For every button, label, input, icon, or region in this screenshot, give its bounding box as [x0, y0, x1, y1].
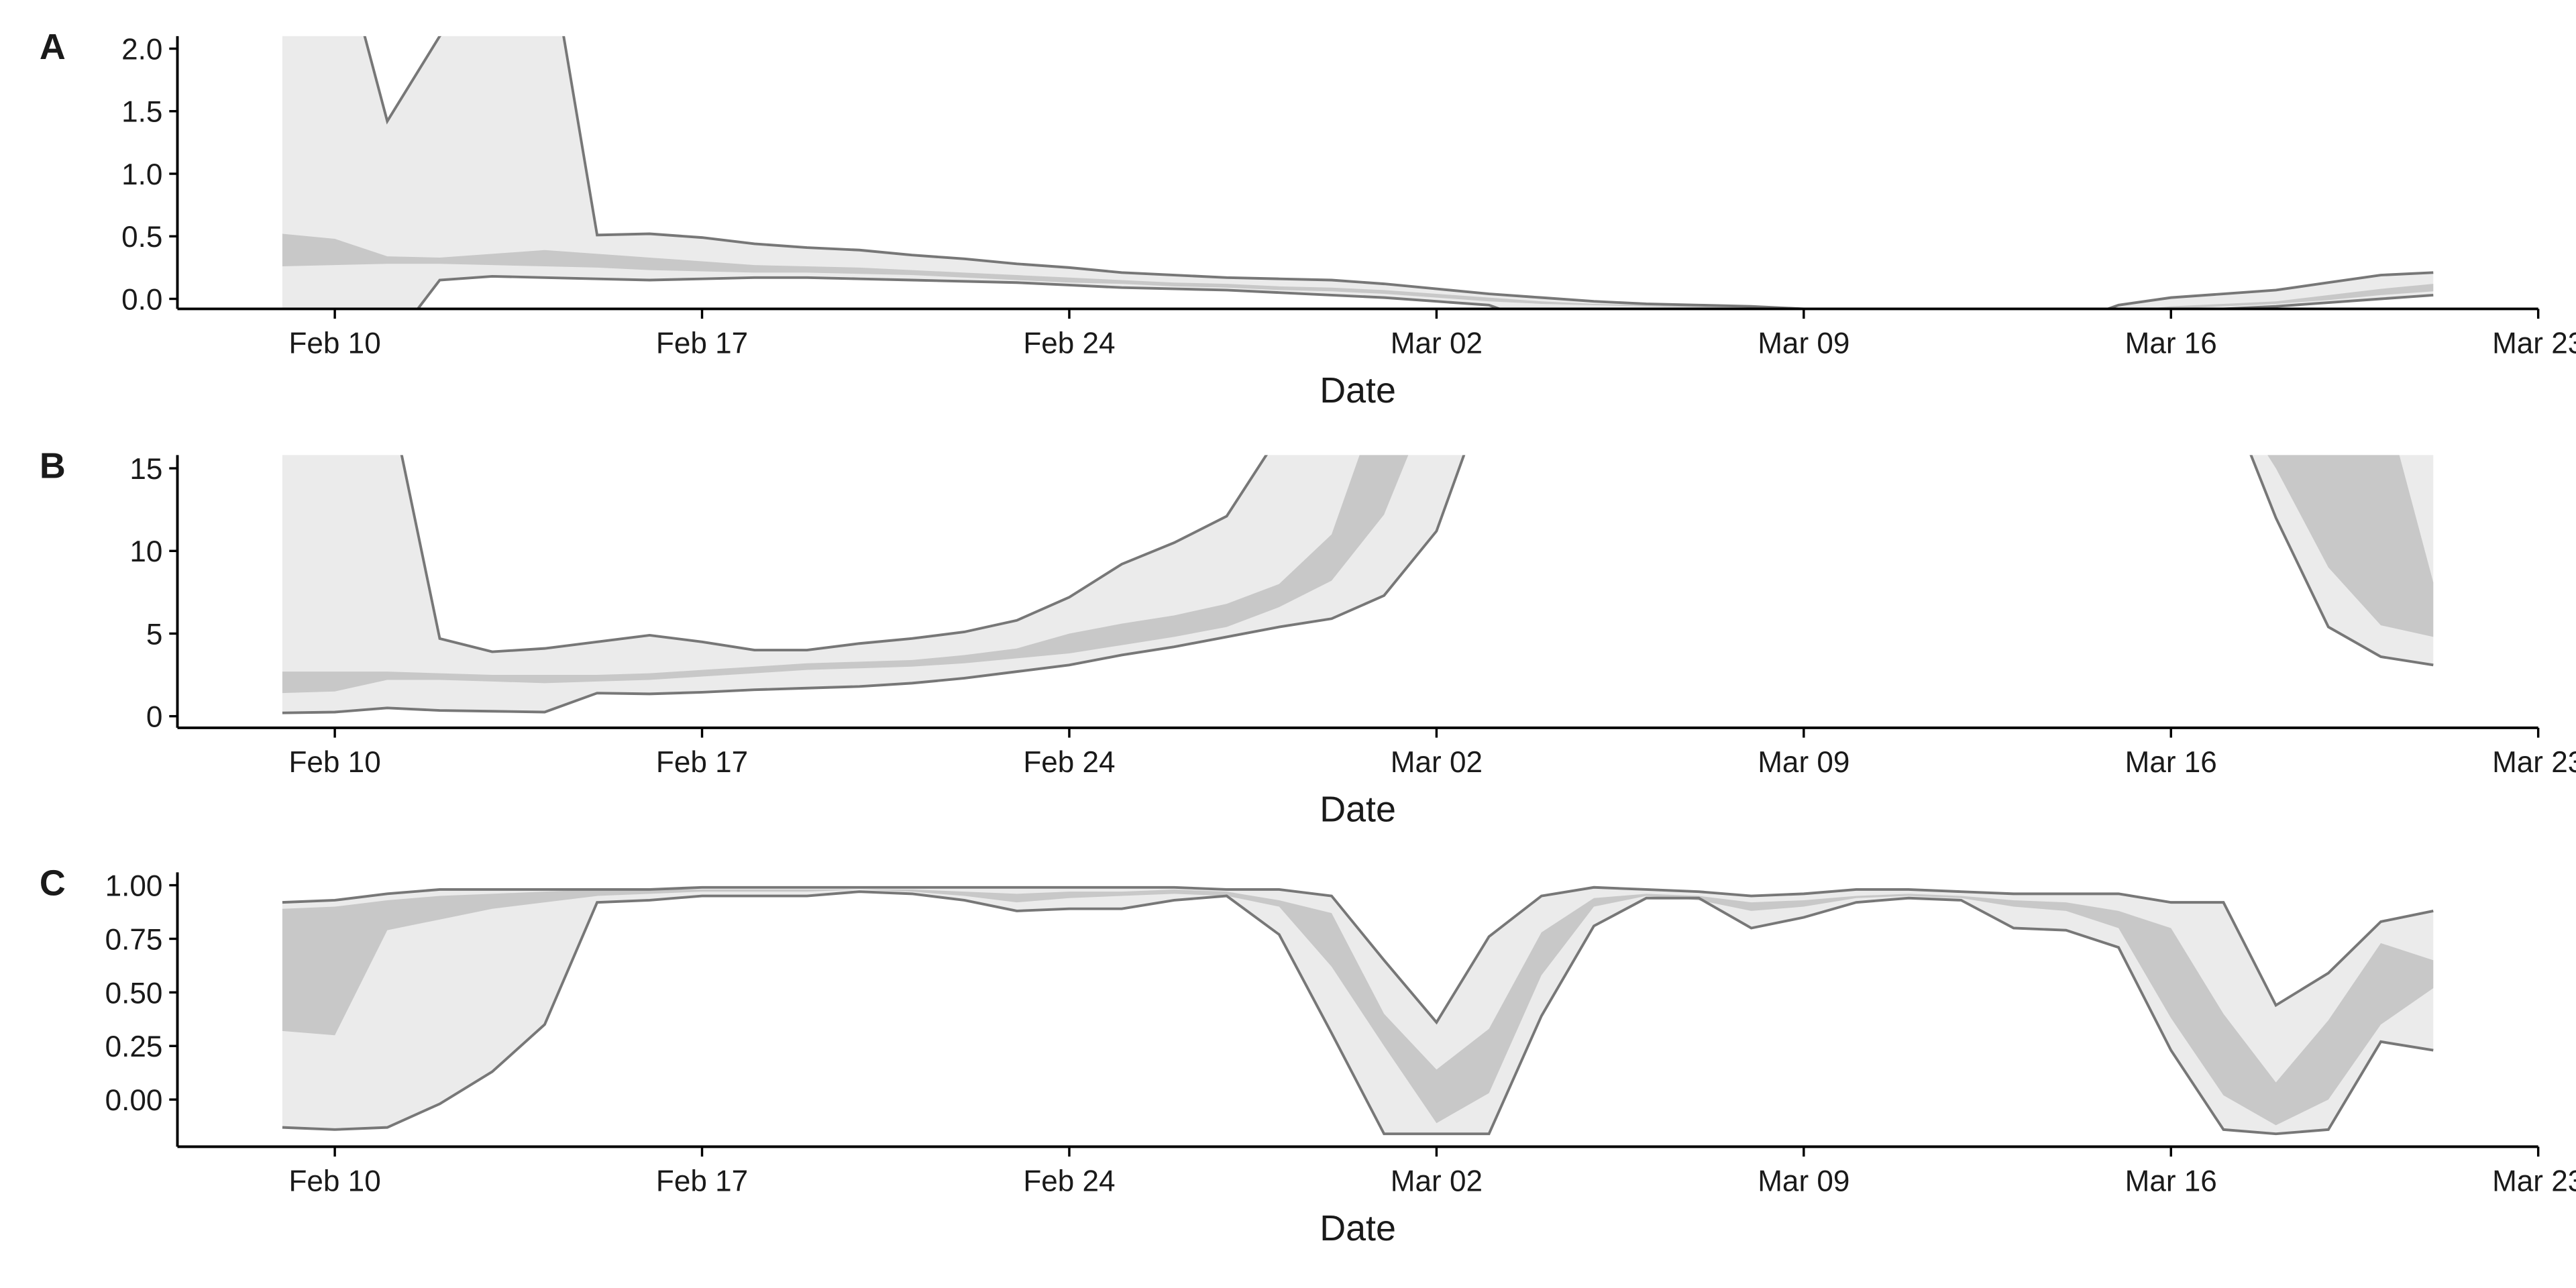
x-tick-label: Mar 23 — [2492, 746, 2576, 779]
x-tick-label: Feb 10 — [288, 327, 380, 360]
inner-band — [282, 233, 2434, 309]
x-tick-label: Mar 02 — [1391, 746, 1483, 779]
x-tick-label: Feb 10 — [288, 1165, 380, 1198]
x-tick-label: Mar 09 — [1758, 327, 1849, 360]
panel-label: A — [40, 27, 66, 67]
y-tick-label: 0.00 — [105, 1084, 163, 1117]
y-tick-label: 0.5 — [121, 221, 162, 254]
y-tick-label: 1.00 — [105, 869, 163, 902]
outer-band — [282, 455, 2434, 713]
y-tick-label: 0.75 — [105, 923, 163, 956]
y-tick-label: 5 — [146, 618, 163, 651]
outer-band — [282, 887, 2434, 1134]
y-tick-label: 0 — [146, 701, 163, 734]
x-tick-label: Feb 24 — [1023, 746, 1115, 779]
plot-area — [282, 36, 2434, 309]
y-tick-label: 1.5 — [121, 96, 162, 129]
bound-line — [400, 455, 1268, 653]
x-tick-label: Mar 09 — [1758, 1165, 1849, 1198]
y-tick-label: 0.0 — [121, 283, 162, 316]
x-tick-label: Mar 16 — [2125, 746, 2217, 779]
y-tick-label: 1.0 — [121, 158, 162, 191]
y-tick-label: 0.25 — [105, 1030, 163, 1063]
x-tick-label: Mar 02 — [1391, 1165, 1483, 1198]
bound-line — [416, 274, 2434, 309]
x-tick-label: Feb 17 — [656, 746, 748, 779]
x-tick-label: Mar 09 — [1758, 746, 1849, 779]
outer-band — [282, 36, 2434, 309]
panel: 0 5 10 15 Feb 10 Feb 17 Feb 24 Mar 02 Mar 09 Mar … — [40, 446, 2576, 830]
y-tick-label: 10 — [129, 535, 162, 568]
bound-line — [363, 36, 2434, 309]
x-axis-title: Date — [1320, 1208, 1396, 1248]
panel: 0.0 0.5 1.0 1.5 2.0 Feb 10 Feb 17 Feb 24 Mar 02 M… — [40, 27, 2576, 411]
plot-area — [282, 885, 2434, 1136]
panel-label: C — [40, 863, 66, 904]
bound-line — [282, 455, 2434, 714]
y-tick-label: 15 — [129, 453, 162, 486]
y-tick-label: 2.0 — [121, 33, 162, 66]
x-axis-title: Date — [1320, 370, 1396, 411]
x-tick-label: Mar 23 — [2492, 1165, 2576, 1198]
x-tick-label: Mar 23 — [2492, 327, 2576, 360]
y-tick-label: 0.50 — [105, 977, 163, 1010]
panel: 0.00 0.25 0.50 0.75 1.00 Feb 10 Feb 17 Feb 24 Ma… — [40, 863, 2576, 1248]
panel-label: B — [40, 446, 66, 486]
x-axis-title: Date — [1320, 789, 1396, 829]
bound-line — [282, 885, 2434, 1025]
x-tick-label: Mar 16 — [2125, 327, 2217, 360]
x-tick-label: Feb 24 — [1023, 1165, 1115, 1198]
bound-line — [282, 890, 2434, 1136]
x-tick-label: Mar 02 — [1391, 327, 1483, 360]
x-tick-label: Mar 16 — [2125, 1165, 2217, 1198]
x-tick-label: Feb 10 — [288, 746, 380, 779]
x-tick-label: Feb 17 — [656, 327, 748, 360]
inner-band — [282, 455, 2434, 694]
plot-area — [282, 455, 2434, 714]
x-tick-label: Feb 24 — [1023, 327, 1115, 360]
x-tick-label: Feb 17 — [656, 1165, 748, 1198]
